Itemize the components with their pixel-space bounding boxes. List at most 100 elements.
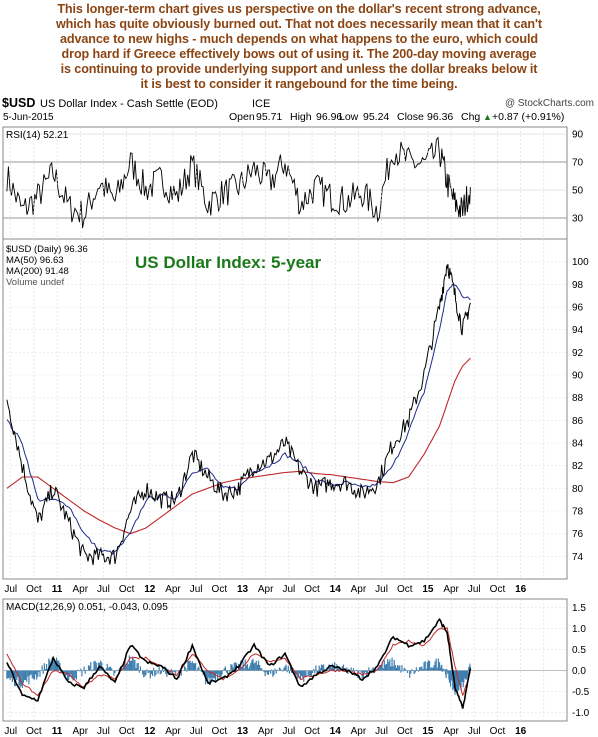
macd-x-tick-label: 15 (422, 726, 434, 737)
price-tick-label: 84 (572, 439, 584, 450)
rsi-tick-label: 50 (572, 186, 584, 197)
commentary-line: drop hard if Greece effectively bows out… (61, 47, 537, 61)
up-arrow-icon: ▲ (483, 112, 492, 122)
price-panel-frame (2, 238, 568, 580)
low-label: Low (339, 111, 359, 123)
macd-x-tick-label: Jul (375, 726, 388, 737)
macd-x-tick-label: 16 (515, 726, 527, 737)
price-tick-label: 98 (572, 280, 584, 291)
x-tick-label: 12 (144, 584, 156, 595)
price-tick-label: 88 (572, 393, 584, 404)
macd-x-tick-label: Jul (282, 726, 295, 737)
rsi-panel-frame (2, 126, 568, 240)
macd-tick-label: -0.5 (572, 687, 590, 698)
macd-x-tick-label: Jul (190, 726, 203, 737)
x-tick-label: Oct (119, 584, 135, 595)
x-tick-label: Apr (258, 584, 274, 595)
rsi-tick-label: 30 (572, 214, 584, 225)
x-tick-label: Jul (190, 584, 203, 595)
macd-signal-line (6, 627, 471, 697)
close-label: Close (397, 111, 424, 123)
high-value: 96.96 (316, 111, 342, 123)
macd-x-tick-label: 14 (330, 726, 342, 737)
x-tick-label: Jul (97, 584, 110, 595)
high-label: High (290, 111, 312, 123)
credit-label: @ StockCharts.com (505, 98, 594, 109)
open-label: Open (229, 111, 255, 123)
rsi-line (6, 136, 471, 229)
x-tick-label: 15 (422, 584, 434, 595)
commentary-text: This longer-term chart gives us perspect… (0, 0, 598, 92)
open-value: 95.71 (256, 111, 282, 123)
x-tick-label: Oct (397, 584, 413, 595)
macd-tick-label: 1.5 (572, 603, 586, 614)
price-tick-label: 96 (572, 303, 584, 314)
x-tick-label: Oct (304, 584, 320, 595)
stock-chart: $USD US Dollar Index - Cash Settle (EOD)… (2, 96, 594, 737)
macd-panel-frame (2, 598, 568, 722)
macd-x-tick-label: Apr (165, 726, 181, 737)
macd-tick-label: 0.0 (572, 666, 586, 677)
macd-x-tick-label: Apr (443, 726, 459, 737)
macd-x-tick-label: Apr (351, 726, 367, 737)
x-tick-label: 16 (515, 584, 527, 595)
x-tick-label: 14 (330, 584, 342, 595)
symbol-label: $USD (2, 96, 35, 110)
x-tick-label: Apr (72, 584, 88, 595)
x-tick-label: Apr (443, 584, 459, 595)
macd-tick-label: 1.0 (572, 624, 586, 635)
ma200-line (6, 357, 471, 535)
x-tick-label: Jul (468, 584, 481, 595)
price-tick-label: 82 (572, 461, 584, 472)
price-tick-label: 90 (572, 371, 584, 382)
macd-x-tick-label: 11 (52, 726, 63, 737)
macd-tick-label: 0.5 (572, 645, 586, 656)
x-tick-label: 13 (237, 584, 249, 595)
macd-panel: -1.0 -0.5 0.0 0.5 1.0 1.5 (3, 603, 590, 719)
price-panel: 74 76 78 80 82 84 86 88 90 92 94 96 98 100 Jul Jul Oct Oc… (3, 127, 589, 737)
macd-x-tick-label: Oct (490, 726, 506, 737)
legend-ma50: MA(50) 96.63 (6, 255, 64, 266)
date-label: 5-Jun-2015 (3, 112, 54, 123)
commentary-line: is continuing to provide underlying supp… (60, 62, 538, 76)
x-tick-label: Apr (351, 584, 367, 595)
price-line (6, 263, 471, 566)
rsi-title: RSI(14) 52.21 (6, 130, 69, 141)
rsi-panel: 30 50 70 90 (3, 130, 584, 229)
macd-x-tick-label: Jul (4, 726, 17, 737)
price-tick-label: 80 (572, 484, 584, 495)
commentary-line: This longer-term chart gives us perspect… (57, 2, 541, 16)
change-label: Chg (461, 111, 480, 123)
price-tick-label: 74 (572, 552, 584, 563)
chart-header: $USD US Dollar Index - Cash Settle (EOD)… (2, 96, 594, 123)
macd-x-tick-label: Apr (72, 726, 88, 737)
change-value: +0.87 (+0.91%) (492, 111, 564, 123)
x-tick-label: Oct (26, 584, 42, 595)
macd-x-tick-label: Jul (468, 726, 481, 737)
legend-ma200: MA(200) 91.48 (6, 266, 69, 277)
rsi-tick-label: 90 (572, 130, 584, 141)
x-tick-label: 11 (52, 584, 63, 595)
low-value: 95.24 (363, 111, 389, 123)
legend-price: $USD (Daily) 96.36 (6, 244, 88, 255)
price-tick-label: 92 (572, 348, 584, 359)
x-tick-label: Jul (282, 584, 295, 595)
close-value: 96.36 (427, 111, 453, 123)
price-tick-label: 76 (572, 529, 584, 540)
x-tick-label: Apr (165, 584, 181, 595)
rsi-tick-label: 70 (572, 158, 584, 169)
macd-x-tick-label: Oct (26, 726, 42, 737)
macd-x-tick-label: Oct (212, 726, 228, 737)
index-name: US Dollar Index - Cash Settle (EOD) (40, 98, 218, 110)
macd-x-tick-label: 13 (237, 726, 249, 737)
chart-title: US Dollar Index: 5-year (135, 253, 322, 272)
macd-x-tick-label: Jul (97, 726, 110, 737)
commentary-line: it is best to consider it rangebound for… (140, 77, 458, 91)
macd-x-tick-label: Oct (119, 726, 135, 737)
price-tick-label: 94 (572, 325, 584, 336)
price-tick-label: 78 (572, 507, 584, 518)
commentary-line: which has quite obviously burned out. Th… (55, 17, 543, 31)
macd-line (6, 618, 472, 709)
price-tick-label: 86 (572, 416, 584, 427)
macd-x-tick-label: Apr (258, 726, 274, 737)
